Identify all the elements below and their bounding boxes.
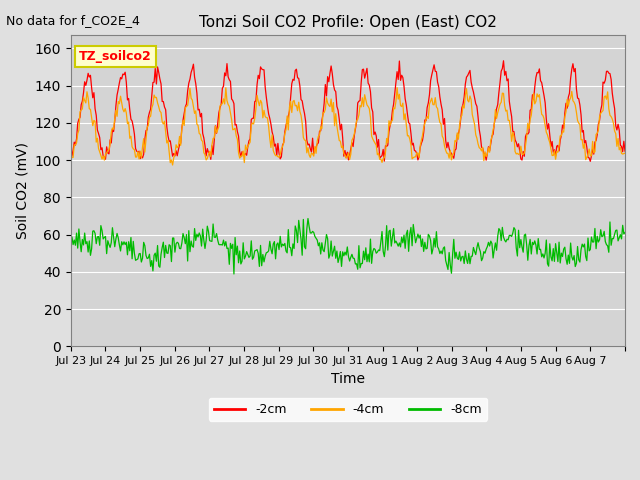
Legend: -2cm, -4cm, -8cm: -2cm, -4cm, -8cm [209, 398, 487, 421]
-2cm [572, 66, 579, 72]
-4cm [169, 162, 177, 168]
-2cm [474, 114, 482, 120]
-4cm [378, 159, 386, 165]
-2cm [377, 154, 385, 160]
-8cm [302, 246, 310, 252]
X-axis label: Time: Time [331, 372, 365, 385]
Title: Tonzi Soil CO2 Profile: Open (East) CO2: Tonzi Soil CO2 Profile: Open (East) CO2 [199, 15, 497, 30]
-4cm [406, 136, 413, 142]
Line: -4cm: -4cm [71, 88, 625, 165]
Line: -2cm: -2cm [71, 61, 625, 161]
-2cm [301, 110, 308, 116]
-4cm [67, 153, 75, 159]
-2cm [500, 58, 508, 64]
-2cm [404, 111, 412, 117]
-8cm [477, 249, 484, 254]
-8cm [621, 229, 629, 235]
-4cm [573, 109, 580, 115]
-8cm [304, 216, 312, 221]
-4cm [393, 85, 401, 91]
-8cm [230, 271, 238, 277]
Text: TZ_soilco2: TZ_soilco2 [79, 50, 152, 63]
-8cm [573, 260, 580, 266]
-8cm [67, 240, 75, 246]
-2cm [239, 152, 247, 157]
-4cm [241, 160, 248, 166]
-4cm [302, 137, 310, 143]
-8cm [380, 249, 387, 254]
Y-axis label: Soil CO2 (mV): Soil CO2 (mV) [15, 143, 29, 240]
-2cm [586, 158, 594, 164]
-8cm [406, 231, 413, 237]
-8cm [241, 256, 248, 262]
-4cm [621, 150, 629, 156]
-2cm [67, 151, 75, 157]
-4cm [477, 146, 484, 152]
Line: -8cm: -8cm [71, 218, 625, 274]
Text: No data for f_CO2E_4: No data for f_CO2E_4 [6, 14, 140, 27]
-2cm [621, 148, 629, 154]
